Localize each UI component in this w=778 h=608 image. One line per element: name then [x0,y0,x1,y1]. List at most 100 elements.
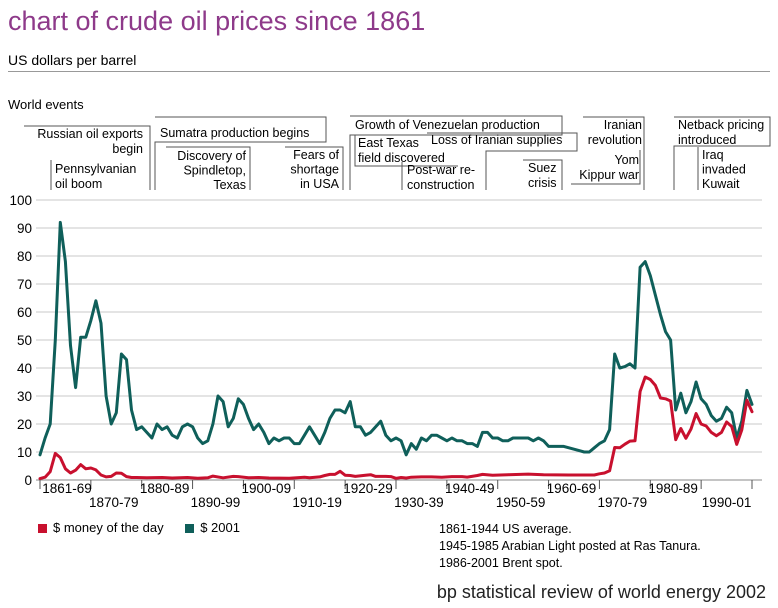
event-label: Post-war re- [407,163,475,177]
world-events-label: World events [8,97,84,112]
x-tick-label: 1940-49 [445,481,495,496]
note-line: 1861-1944 US average. [439,522,572,536]
x-tick-label: 1960-69 [547,481,597,496]
event-label: introduced [678,133,736,147]
legend-item-2001-dollars: $ 2001 [185,520,240,535]
y-tick-label: 80 [17,249,32,264]
event-label: revolution [588,133,642,147]
event-bracket [673,116,771,190]
event-label: Discovery of [177,149,246,163]
event-label: in USA [300,177,340,191]
world-event: Loss of Iranian supplies [427,132,578,190]
y-tick-label: 40 [17,361,32,376]
x-tick-label: 1990-01 [702,495,752,510]
y-tick-label: 60 [17,305,32,320]
x-tick-label: 1870-79 [89,495,139,510]
y-tick-label: 30 [17,389,32,404]
event-label: Russian oil exports [37,127,143,141]
world-events: Russian oil exportsbeginPennsylvanianoil… [24,115,771,192]
event-bracket [571,150,641,185]
event-label: construction [407,178,474,192]
x-tick-label: 1970-79 [598,495,648,510]
y-tick-label: 10 [17,445,32,460]
y-tick-labels: 0 10 20 30 40 50 60 70 80 90 100 [9,193,32,488]
event-label: begin [112,142,143,156]
event-label: Growth of Venezuelan production [355,118,540,132]
event-label: Suez [528,161,557,175]
event-label: field discovered [358,151,445,165]
y-tick-label: 0 [24,473,32,488]
event-label: invaded [702,163,746,177]
event-label: East Texas [358,136,419,150]
event-label: Netback pricing [678,118,764,132]
event-bracket [354,135,458,167]
x-tick-label: 1980-89 [648,481,698,496]
source-credit: bp statistical review of world energy 20… [436,582,766,602]
event-bracket [427,132,578,190]
x-tick-marks [39,480,753,489]
title-divider [8,71,770,72]
legend: $ money of the day $ 2001 [38,520,258,535]
event-bracket [349,115,563,190]
event-label: crisis [528,176,556,190]
world-event: Growth of Venezuelan production [349,115,563,190]
x-tick-labels: 1861-691870-791880-891890-991900-091910-… [42,481,751,510]
event-label: Kippur war [579,168,639,182]
event-label: Pennsylvanian [55,162,136,176]
y-tick-label: 90 [17,221,32,236]
x-tick-label: 1880-89 [140,481,190,496]
world-event: Post-war re-construction [401,162,475,192]
legend-swatch-teal [185,524,195,534]
y-tick-label: 20 [17,417,32,432]
y-tick-label: 100 [9,193,32,208]
legend-label: $ money of the day [53,520,164,535]
event-label: Yom [614,153,639,167]
event-label: Sumatra production begins [160,126,309,140]
x-tick-label: 1861-69 [42,481,92,496]
legend-label: $ 2001 [200,520,240,535]
source-notes: 1861-1944 US average. 1945-1985 Arabian … [439,521,701,572]
chart-title: chart of crude oil prices since 1861 [8,6,426,36]
series-line-2001-dollars [38,220,754,457]
chart-subtitle: US dollars per barrel [8,52,137,68]
x-tick-label: 1900-09 [242,481,292,496]
event-label: Fears of [293,148,339,162]
gridlines [36,199,762,481]
series-line-money-of-the-day [38,375,754,481]
legend-item-money-of-the-day: $ money of the day [38,520,164,535]
event-label: shortage [290,163,339,177]
event-bracket [166,146,251,190]
note-line: 1945-1985 Arabian Light posted at Ras Ta… [439,539,701,553]
x-tick-label: 1890-99 [191,495,241,510]
event-bracket [583,116,645,190]
note-line: 1986-2001 Brent spot. [439,556,563,570]
event-label: Iranian [604,118,642,132]
x-tick-label: 1950-59 [496,495,546,510]
event-bracket [523,159,563,190]
event-label: oil boom [55,177,102,191]
x-tick-label: 1910-19 [292,495,342,510]
world-event: Sumatra production begins [154,116,327,190]
event-label: Texas [213,178,246,192]
legend-swatch-red [38,524,47,534]
x-tick-label: 1930-39 [394,495,444,510]
y-tick-label: 70 [17,277,32,292]
event-bracket [154,116,327,190]
event-label: Loss of Iranian supplies [431,133,562,147]
y-tick-label: 50 [17,333,32,348]
event-label: Kuwait [702,177,740,191]
x-tick-label: 1920-29 [343,481,393,496]
price-series [38,220,754,481]
event-bracket [285,146,344,190]
